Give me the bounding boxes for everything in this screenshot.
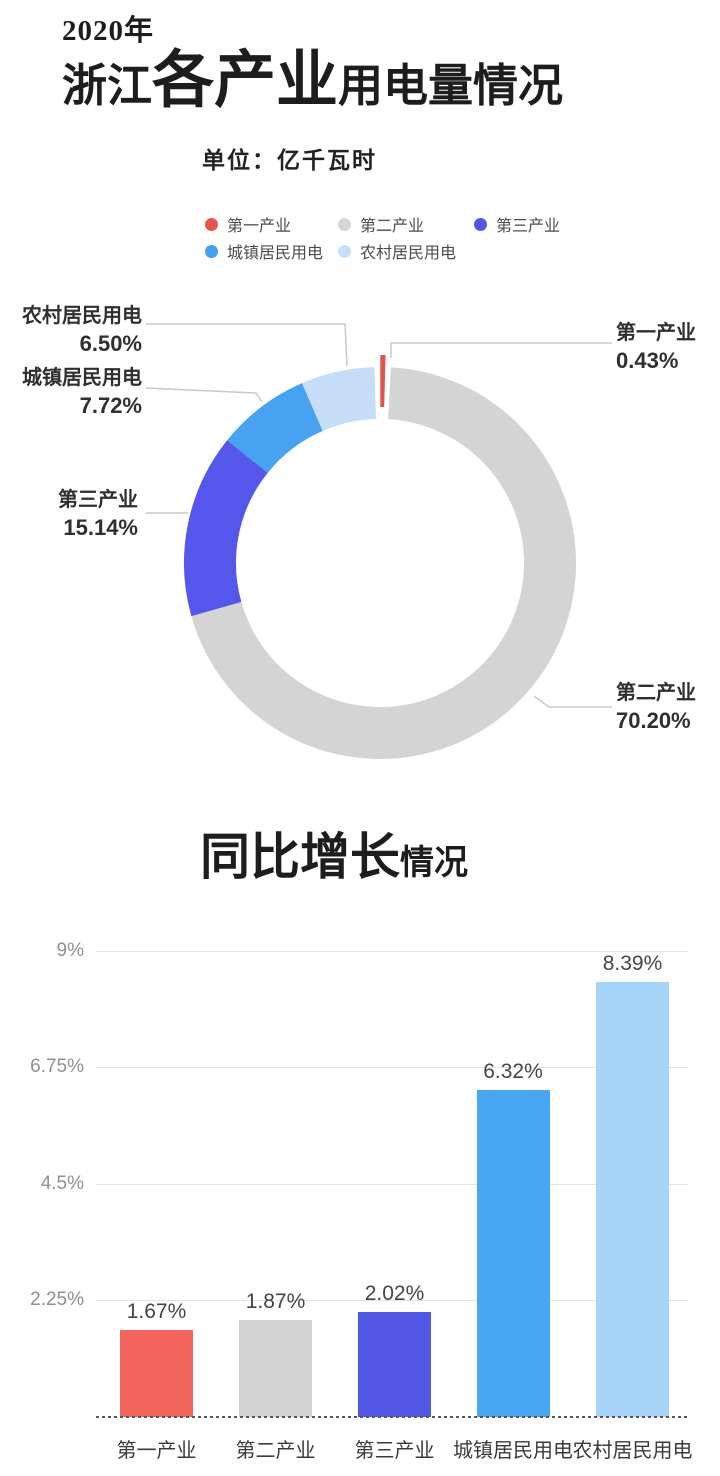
callout-value: 6.50% [79,331,142,356]
legend-dot-secondary-industry [338,217,351,231]
legend-dot-rural-residential [338,244,351,258]
bar-value-label: 6.32% [483,1059,543,1083]
callout-primary: 第一产业 0.43% [616,319,696,375]
bar-x-label: 第二产业 [235,1440,316,1462]
x-axis-baseline [96,1416,688,1418]
legend-dot-primary-industry [205,217,218,231]
callout-name: 第二产业 [616,682,696,704]
bar-value-label: 1.87% [245,1290,306,1314]
legend-item: 农村居民用电 [338,241,457,262]
bar-x-label: 城镇居民用电 [453,1440,573,1462]
callout-value: 70.20% [616,708,691,733]
bar-第三产业 [358,1312,431,1417]
section-title-main: 同比增长 [200,829,400,885]
callout-secondary: 第二产业 70.20% [616,679,696,735]
section-title: 同比增长情况 [200,822,468,905]
bar-第二产业 [239,1320,312,1417]
title-prefix: 浙江 [62,61,153,111]
legend-item: 第一产业 [205,214,292,235]
grid-line [96,950,688,952]
callout-value: 0.43% [616,348,679,373]
donut-segment-城镇居民用电 [227,383,324,474]
y-tick-label: 6.75% [30,1056,84,1078]
y-tick-label: 2.25% [30,1289,84,1311]
callout-name: 城镇居民用电 [22,367,142,389]
leader-lines [145,323,612,708]
title-suffix: 用电量情况 [338,61,564,111]
donut-chart [145,323,612,759]
y-tick-label: 4.5% [40,1172,84,1194]
y-tick-label: 9% [56,939,84,961]
leader-line-secondary [533,695,612,708]
legend-label: 农村居民用电 [360,245,457,262]
legend-item: 城镇居民用电 [205,241,324,262]
donut-segment-第二产业 [191,367,576,759]
title-emphasis: 各产业 [152,47,339,115]
bar-第一产业 [120,1330,193,1417]
callout-value: 15.14% [63,515,138,540]
grid-line [96,1067,688,1069]
year-label: 2020年 [62,15,155,47]
bar-chart: 2.25% 4.5% 6.75% 9% 1.67% 第一产业 1.87% 第二产业 2.02% 第… [0,940,720,1476]
legend-label: 第三产业 [496,218,561,235]
leader-line-rural [146,323,348,367]
section-title-suffix: 情况 [400,845,468,882]
legend-dot-tertiary-industry [474,217,487,231]
legend-label: 第二产业 [360,218,425,235]
leader-line-urban [145,387,263,403]
bar-value-label: 1.67% [126,1300,187,1324]
callout-urban: 城镇居民用电 7.72% [0,364,142,420]
donut-segment-农村居民用电 [302,367,381,432]
legend-item: 第三产业 [474,214,561,235]
donut-segment-第三产业 [184,440,269,617]
page-title: 浙江各产业用电量情况 [62,48,563,130]
legend-item: 第二产业 [338,214,425,235]
callout-name: 第一产业 [616,322,696,344]
unit-label: 单位：亿千瓦时 [202,148,377,173]
grid-line [96,1300,688,1302]
bar-x-label: 农村居民用电 [572,1440,693,1462]
bar-农村居民用电 [596,982,669,1417]
bar-城镇居民用电 [476,1089,550,1417]
legend-dot-urban-residential [205,244,218,258]
grid-line [96,1183,688,1185]
bar-x-label: 第三产业 [354,1440,435,1462]
bar-value-label: 8.39% [602,952,663,976]
leader-line-primary [390,342,612,358]
callout-rural: 农村居民用电 6.50% [0,302,142,358]
bar-value-label: 2.02% [364,1282,425,1306]
callout-name: 农村居民用电 [22,305,142,327]
callout-name: 第三产业 [58,489,138,511]
callout-value: 7.72% [79,393,142,418]
legend-label: 城镇居民用电 [227,245,324,262]
callout-tertiary: 第三产业 15.14% [0,486,138,542]
legend-label: 第一产业 [227,218,292,235]
header: 2020年 浙江各产业用电量情况 [62,14,563,130]
bar-x-label: 第一产业 [116,1440,197,1462]
